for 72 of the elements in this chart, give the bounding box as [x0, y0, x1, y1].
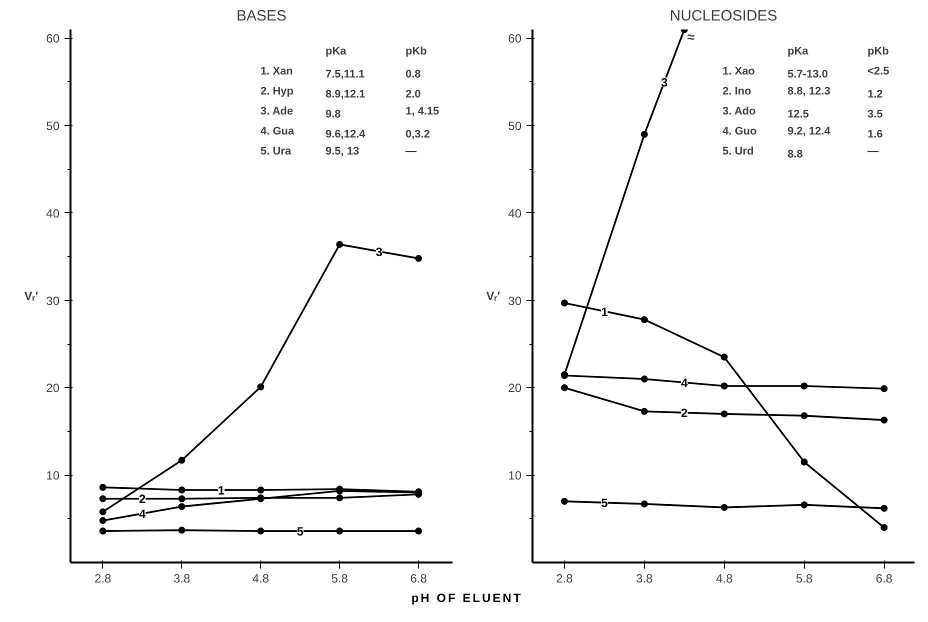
annotation: 0,3.2: [406, 128, 430, 140]
y-axis-title: Vᵣ′: [24, 289, 38, 303]
series-label: 2: [681, 406, 688, 420]
series-label: 1: [218, 483, 225, 498]
annotation: pKa: [788, 46, 810, 58]
y-tick-label: 10: [508, 468, 522, 483]
annotation: 3. Ade: [260, 106, 294, 118]
chart-title: NUCLEOSIDES: [670, 8, 778, 24]
annotation: 1.2: [868, 88, 883, 100]
annotation: 9.8: [326, 108, 341, 120]
annotation: <2.5: [868, 66, 890, 78]
annotation: 8.9,12.1: [326, 88, 366, 100]
series-label: 4: [138, 507, 146, 522]
annotation: pKb: [406, 46, 428, 58]
annotation: 2. Ino: [722, 86, 752, 98]
series-label: 2: [138, 492, 146, 506]
x-tick-label: 3.8: [173, 572, 190, 586]
annotation: 2.0: [406, 88, 421, 100]
annotation: 9.2, 12.4: [788, 126, 832, 138]
y-tick-label: 40: [46, 206, 60, 220]
y-tick-label: 10: [46, 468, 60, 483]
x-tick-label: 6.8: [876, 572, 893, 586]
series-label: 3: [376, 244, 383, 259]
y-tick-label: 50: [46, 119, 60, 134]
x-tick-label: 4.8: [252, 572, 270, 586]
x-tick-label: 2.8: [94, 572, 112, 586]
x-tick-label: 2.8: [556, 572, 574, 586]
annotation: 5. Ura: [260, 146, 292, 158]
annotation: ≈: [687, 30, 694, 44]
annotation: 2. Hyp: [260, 86, 294, 98]
y-tick-label: 20: [508, 381, 522, 396]
x-tick-label: 6.8: [410, 572, 428, 586]
annotation: 9.5, 13: [326, 146, 360, 158]
annotation: 3. Ado: [722, 106, 756, 118]
annotation: 7.5,11.1: [326, 68, 365, 80]
annotation: 3.5: [868, 108, 883, 120]
y-tick-label: 50: [508, 119, 522, 134]
y-tick-label: 30: [508, 294, 522, 308]
annotation: pKa: [326, 46, 348, 58]
series-label: 5: [601, 496, 608, 510]
annotation: 1. Xao: [722, 66, 756, 78]
chart-title: BASES: [236, 8, 287, 24]
x-axis-title: pH OF ELUENT: [411, 590, 523, 607]
annotation: 9.6,12.4: [326, 128, 366, 140]
annotation: —: [406, 146, 416, 158]
annotation: 1, 4.15: [406, 106, 440, 118]
annotation: 4. Gua: [260, 126, 296, 138]
x-tick-label: 5.8: [331, 572, 348, 586]
annotation: 4. Guo: [722, 126, 758, 138]
y-tick-label: 60: [46, 32, 60, 46]
series-label: 1: [601, 304, 608, 319]
annotation: —: [868, 146, 878, 158]
y-tick-label: 20: [46, 381, 60, 396]
series-label: 5: [296, 524, 304, 539]
x-tick-label: 5.8: [796, 572, 813, 586]
x-tick-label: 4.8: [716, 572, 733, 586]
y-axis-title: Vᵣ′: [486, 289, 500, 303]
series-label: 4: [681, 376, 688, 390]
annotation: 5.7-13.0: [788, 68, 828, 80]
annotation: 1. Xan: [260, 66, 294, 78]
y-tick-label: 30: [46, 294, 60, 308]
annotation: 0.8: [406, 68, 421, 80]
annotation: 12.5: [788, 108, 809, 120]
annotation: 8.8, 12.3: [788, 86, 830, 98]
annotation: 8.8: [788, 148, 803, 160]
y-tick-label: 40: [508, 206, 522, 220]
x-tick-label: 3.8: [636, 572, 654, 586]
series-label: 3: [661, 75, 668, 90]
annotation: 1.6: [868, 128, 883, 140]
annotation: pKb: [868, 46, 890, 58]
annotation: 5. Urd: [722, 146, 754, 158]
y-tick-label: 60: [508, 32, 522, 46]
